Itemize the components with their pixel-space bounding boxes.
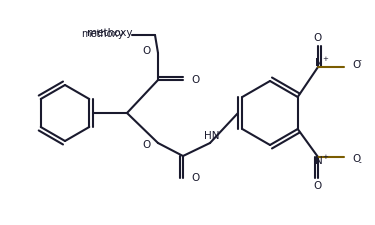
Text: +: + [322,154,328,160]
Text: O: O [314,33,322,43]
Text: O: O [314,181,322,191]
Text: N: N [315,58,323,68]
Text: methoxy: methoxy [81,29,124,39]
Text: N: N [315,156,323,166]
Text: O: O [143,140,151,150]
Text: -: - [358,56,362,65]
Text: methoxy: methoxy [87,28,133,38]
Text: O: O [191,173,199,183]
Text: +: + [322,56,328,62]
Text: O: O [143,46,151,56]
Text: O: O [352,154,360,164]
Text: -: - [358,158,362,167]
Text: HN: HN [204,131,220,141]
Text: O: O [191,75,199,85]
Text: O: O [352,60,360,70]
